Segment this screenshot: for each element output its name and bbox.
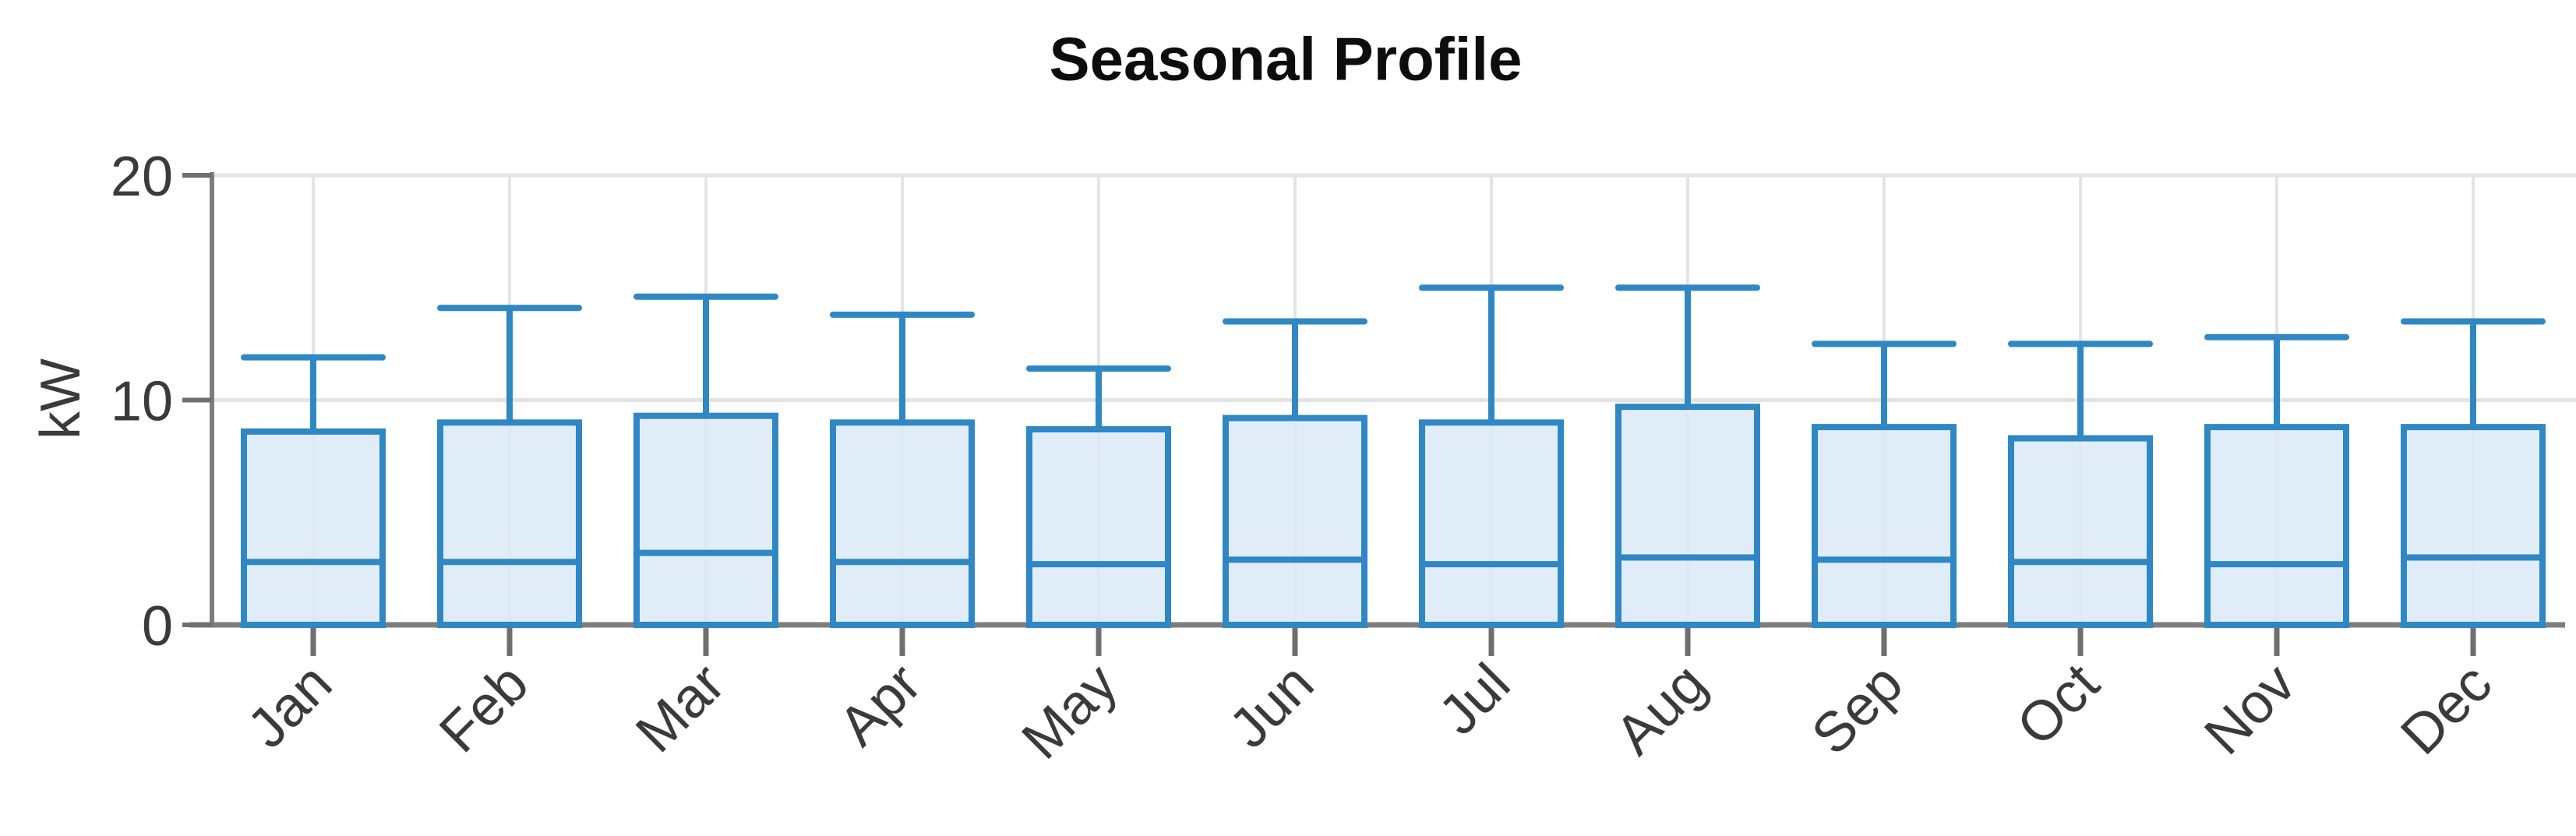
box-rect (830, 419, 975, 628)
box-rect (2401, 424, 2546, 628)
x-tick-label-dec: Dec (2389, 652, 2504, 767)
x-tick-label-nov: Nov (2193, 652, 2307, 767)
box-rect (2204, 424, 2349, 628)
box-feb (437, 305, 582, 628)
x-tick-label-aug: Aug (1604, 652, 1718, 767)
box-rect (1223, 414, 1367, 629)
box-rect (241, 428, 386, 629)
box-sep (1812, 340, 1957, 628)
box-dec (2401, 318, 2546, 628)
x-tick-label-feb: Feb (428, 652, 540, 764)
box-rect (633, 412, 778, 628)
box-rect (1419, 419, 1564, 628)
x-tick-label-may: May (1011, 652, 1130, 771)
x-tick-label-mar: Mar (624, 652, 736, 764)
box-jul (1419, 284, 1564, 628)
box-rect (1026, 426, 1171, 628)
x-tick-label-jan: Jan (236, 652, 344, 760)
box-nov (2204, 333, 2349, 628)
box-aug (1615, 284, 1760, 629)
y-tick-label-0: 0 (142, 595, 173, 658)
x-tick-label-jul: Jul (1427, 652, 1523, 747)
box-rect (2008, 435, 2153, 628)
box-oct (2008, 340, 2153, 628)
box-may (1026, 365, 1171, 628)
x-tick-label-apr: Apr (827, 652, 933, 758)
box-rect (437, 419, 582, 628)
x-tick-label-oct: Oct (2006, 652, 2112, 758)
box-jan (241, 354, 386, 629)
x-tick-label-jun: Jun (1218, 652, 1326, 760)
x-tick-label-sep: Sep (1800, 652, 1914, 767)
y-tick-label-20: 20 (111, 146, 173, 208)
box-mar (633, 293, 778, 628)
box-rect (1812, 424, 1957, 628)
box-apr (830, 311, 975, 628)
box-rect (1615, 404, 1760, 629)
chart-title: Seasonal Profile (1049, 24, 1523, 93)
box-jun (1223, 318, 1367, 629)
y-tick-label-10: 10 (111, 371, 173, 433)
